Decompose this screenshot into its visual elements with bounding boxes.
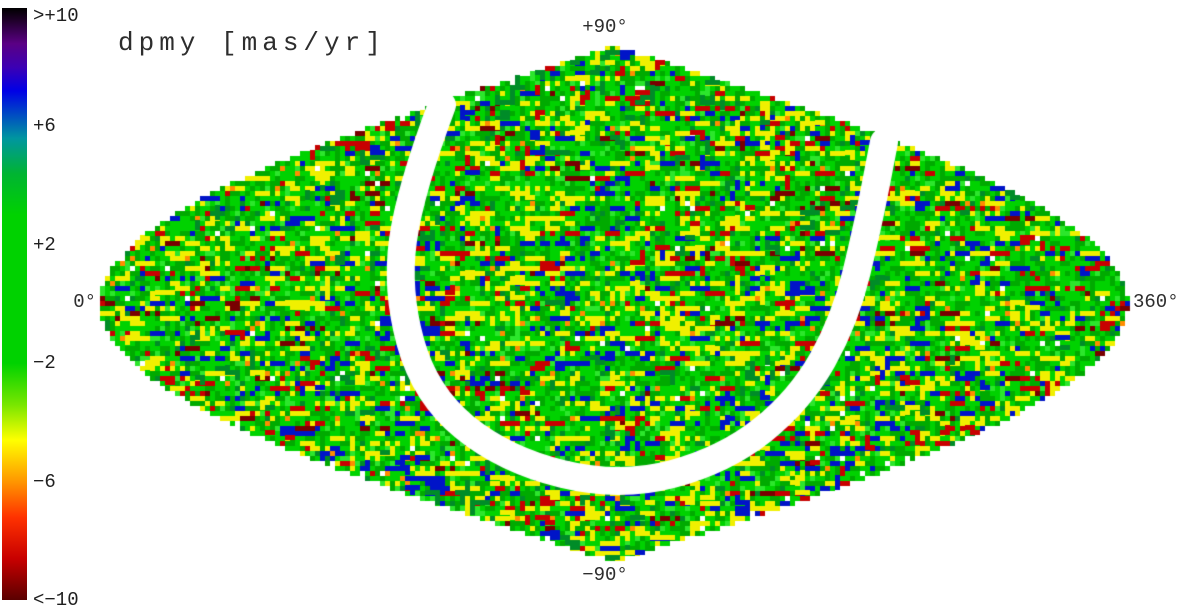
longitude-label-right: 360° bbox=[1133, 291, 1179, 313]
longitude-label-left: 0° bbox=[73, 291, 96, 313]
chart-title: dpmy [mas/yr] bbox=[118, 28, 386, 58]
latitude-label-top: +90° bbox=[582, 16, 628, 38]
colorbar-tick-label: >+10 bbox=[33, 5, 79, 27]
colorbar-tick-label: −2 bbox=[33, 352, 56, 375]
colorbar-gradient bbox=[2, 8, 27, 600]
colorbar-tick-label: <−10 bbox=[33, 589, 79, 611]
colorbar-tick-label: +6 bbox=[33, 115, 56, 138]
colorbar-tick-label: +2 bbox=[33, 233, 56, 256]
colorbar-tick-label: −6 bbox=[33, 470, 56, 493]
latitude-label-bottom: −90° bbox=[582, 564, 628, 586]
